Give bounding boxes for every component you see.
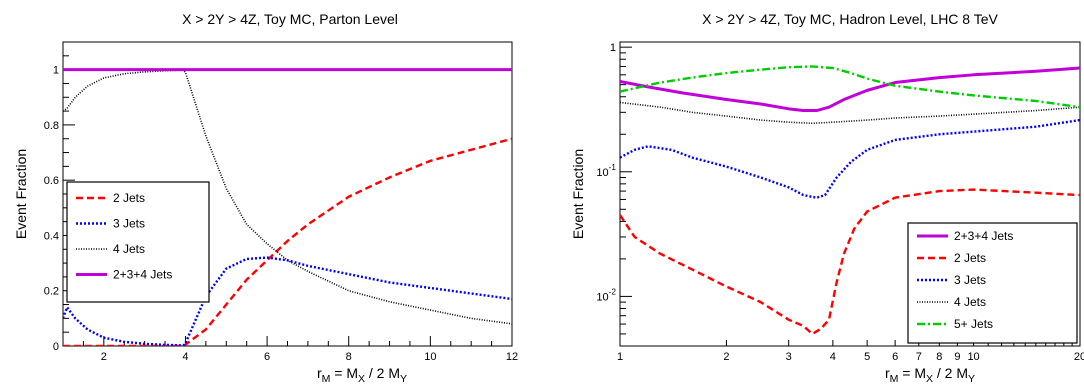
chart-title: X > 2Y > 4Z, Toy MC, Parton Level bbox=[182, 11, 398, 27]
y-axis-label: Event Fraction bbox=[570, 149, 586, 239]
series-line-2-jets bbox=[63, 137, 512, 346]
series-line-4-jets bbox=[620, 101, 1080, 125]
series-group bbox=[620, 65, 1080, 336]
y-tick-label: 1 bbox=[610, 42, 616, 54]
y-tick-label: 0.2 bbox=[44, 286, 59, 298]
x-tick-label: 8 bbox=[346, 351, 352, 363]
legend-label: 3 Jets bbox=[954, 273, 986, 287]
x-tick-label: 20 bbox=[1074, 351, 1084, 363]
series-group bbox=[63, 68, 512, 346]
x-tick-label: 6 bbox=[264, 351, 270, 363]
series-line-3-jets bbox=[620, 118, 1080, 199]
x-axis-label: rM = MX / 2 MY bbox=[317, 365, 407, 385]
x-tick-label: 8 bbox=[936, 351, 942, 363]
series-line-2-3-4-jets bbox=[620, 66, 1080, 113]
y-axis-label: Event Fraction bbox=[13, 149, 29, 239]
legend: 2 Jets 3 Jets 4 Jets 2+3+4 Jets bbox=[66, 181, 210, 303]
legend: 2+3+4 Jets 2 Jets 3 Jets 4 Jets 5+ Jets bbox=[907, 222, 1078, 344]
x-tick-label: 12 bbox=[506, 351, 518, 363]
y-tick-label: 10-1 bbox=[596, 163, 616, 179]
y-tick-label: 0.4 bbox=[44, 230, 59, 242]
x-tick-label: 5 bbox=[864, 351, 870, 363]
legend-label: 2 Jets bbox=[954, 251, 986, 265]
y-tick-label: 0.6 bbox=[44, 175, 59, 187]
x-tick-label: 4 bbox=[830, 351, 836, 363]
legend-label: 4 Jets bbox=[113, 242, 145, 256]
series-line-3-jets bbox=[63, 256, 512, 346]
chart-title: X > 2Y > 4Z, Toy MC, Hadron Level, LHC 8… bbox=[702, 11, 998, 27]
x-tick-label: 6 bbox=[892, 351, 898, 363]
y-tick-label: 10-2 bbox=[596, 287, 616, 303]
legend-label: 4 Jets bbox=[954, 295, 986, 309]
legend-label: 2 Jets bbox=[113, 191, 145, 205]
y-tick-label: 1 bbox=[53, 65, 59, 77]
series-line-2-jets bbox=[620, 188, 1080, 336]
legend-label: 5+ Jets bbox=[954, 317, 993, 331]
x-tick-label: 1 bbox=[617, 351, 623, 363]
y-tick-label: 0 bbox=[53, 341, 59, 353]
legend-label: 2+3+4 Jets bbox=[113, 268, 172, 282]
legend-box bbox=[66, 181, 210, 303]
chart-panel-2: X > 2Y > 4Z, Toy MC, Hadron Level, LHC 8… bbox=[570, 11, 1084, 385]
x-axis-label: rM = MX / 2 MY bbox=[885, 365, 975, 385]
x-tick-label: 4 bbox=[182, 351, 188, 363]
x-tick-label: 10 bbox=[424, 351, 436, 363]
x-tick-label: 2 bbox=[723, 351, 729, 363]
y-tick-label: 0.8 bbox=[44, 120, 59, 132]
legend-label: 2+3+4 Jets bbox=[954, 229, 1013, 243]
x-tick-label: 2 bbox=[101, 351, 107, 363]
legend-label: 3 Jets bbox=[113, 217, 145, 231]
x-tick-label: 7 bbox=[916, 351, 922, 363]
x-tick-label: 9 bbox=[954, 351, 960, 363]
x-tick-label: 3 bbox=[786, 351, 792, 363]
series-line-5-jets bbox=[620, 65, 1080, 109]
series-line-4-jets bbox=[63, 69, 512, 325]
x-tick-label: 10 bbox=[967, 351, 979, 363]
